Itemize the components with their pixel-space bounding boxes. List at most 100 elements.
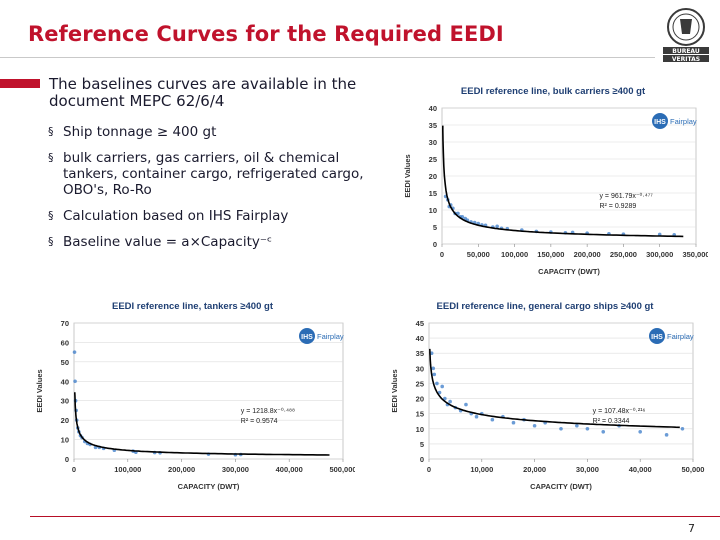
bullet-text: Calculation based on IHS Fairplay <box>63 208 289 224</box>
y-tick-label: 20 <box>61 416 69 425</box>
y-tick-label: 35 <box>416 349 424 358</box>
x-tick-label: 200,000 <box>168 465 195 474</box>
fairplay-logo-ihs: IHS <box>654 119 666 126</box>
fairplay-logo-text: Fairplay <box>317 332 344 341</box>
data-point <box>448 399 452 404</box>
y-tick-label: 5 <box>420 440 424 449</box>
fairplay-logo-text: Fairplay <box>667 332 694 341</box>
x-tick-label: 300,000 <box>222 465 249 474</box>
x-axis-label: CAPACITY (DWT) <box>178 482 240 491</box>
chart-title: EEDI reference line, tankers ≥400 gt <box>112 301 274 312</box>
y-tick-label: 50 <box>61 358 69 367</box>
y-tick-label: 10 <box>416 425 424 434</box>
bullet-marker: § <box>48 125 54 138</box>
y-tick-label: 30 <box>416 364 424 373</box>
x-tick-label: 0 <box>440 250 444 259</box>
bulk-carriers-chart: EEDI reference line, bulk carriers ≥400 … <box>398 80 708 280</box>
x-tick-label: 300,000 <box>646 250 673 259</box>
x-tick-label: 100,000 <box>114 465 141 474</box>
slide-title: Reference Curves for the Required EEDI <box>28 22 504 46</box>
intro-text: The baselines curves are available in th… <box>49 75 357 110</box>
fairplay-logo-mark <box>652 113 668 129</box>
bullet-item: § Ship tonnage ≥ 400 gt <box>47 124 382 140</box>
x-tick-label: 20,000 <box>523 465 546 474</box>
x-tick-label: 50,000 <box>682 465 705 474</box>
y-tick-label: 20 <box>429 172 437 181</box>
data-point <box>638 430 642 434</box>
data-point <box>437 390 442 395</box>
y-tick-label: 40 <box>61 377 69 386</box>
x-tick-label: 500,000 <box>329 465 355 474</box>
x-tick-label: 200,000 <box>574 250 601 259</box>
data-point <box>72 350 77 354</box>
x-axis-label: CAPACITY (DWT) <box>530 482 592 491</box>
x-tick-label: 40,000 <box>629 465 652 474</box>
y-tick-label: 40 <box>416 334 424 343</box>
y-tick-label: 30 <box>61 397 69 406</box>
data-point <box>443 396 447 401</box>
data-point <box>680 426 685 431</box>
data-point <box>474 414 479 419</box>
y-tick-label: 35 <box>429 121 437 130</box>
x-tick-label: 250,000 <box>610 250 637 259</box>
x-tick-label: 50,000 <box>467 250 490 259</box>
y-tick-label: 0 <box>433 240 437 249</box>
logo-line1: BUREAU <box>672 48 700 55</box>
y-tick-label: 40 <box>429 104 437 113</box>
bullet-text: Baseline value = a×Capacity⁻ᶜ <box>63 234 272 250</box>
trend-curve <box>429 348 680 429</box>
fairplay-logo-mark <box>299 328 315 344</box>
trend-curve <box>74 392 330 456</box>
x-tick-label: 30,000 <box>576 465 599 474</box>
bullet-marker: § <box>48 209 54 222</box>
data-point <box>532 423 537 428</box>
bulk-carriers-chart-svg: EEDI reference line, bulk carriers ≥400 … <box>403 86 708 276</box>
chart-title: EEDI reference line, general cargo ships… <box>437 301 655 312</box>
logo-graphic: BUREAU VERITAS <box>663 8 709 63</box>
y-axis-label: EEDI Values <box>35 369 44 412</box>
fit-r-squared: R² = 0.9574 <box>241 418 278 425</box>
fit-r-squared: R² = 0.3344 <box>593 418 630 425</box>
data-point <box>585 426 590 431</box>
data-point <box>559 426 563 431</box>
data-point <box>575 423 579 428</box>
bullet-item: § bulk carriers, gas carriers, oil & chem… <box>47 150 382 198</box>
x-axis-label: CAPACITY (DWT) <box>538 267 600 276</box>
y-axis-label: EEDI Values <box>403 154 412 197</box>
logo-line2: VERITAS <box>672 56 700 63</box>
bullet-text: bulk carriers, gas carriers, oil & chemi… <box>63 150 364 198</box>
y-tick-label: 15 <box>429 189 437 198</box>
data-point <box>460 215 465 219</box>
x-tick-label: 10,000 <box>470 465 493 474</box>
data-point <box>490 417 495 422</box>
data-point <box>73 379 77 384</box>
accent-bar <box>0 79 40 88</box>
bureau-veritas-logo: BUREAU VERITAS <box>660 6 712 64</box>
page-number: 7 <box>688 522 695 535</box>
fairplay-logo-mark <box>649 328 665 344</box>
general-cargo-chart: EEDI reference line, general cargo ships… <box>385 295 705 495</box>
fairplay-logo-ihs: IHS <box>301 334 313 341</box>
y-tick-label: 60 <box>61 338 69 347</box>
data-point <box>431 366 436 371</box>
chart-title: EEDI reference line, bulk carriers ≥400 … <box>461 86 646 97</box>
fit-r-squared: R² = 0.9289 <box>599 203 636 210</box>
data-point <box>464 402 468 407</box>
data-point <box>435 381 439 386</box>
bullet-text: Ship tonnage ≥ 400 gt <box>63 124 217 140</box>
x-tick-label: 400,000 <box>276 465 303 474</box>
y-axis-label: EEDI Values <box>390 369 399 412</box>
x-tick-label: 350,000 <box>682 250 708 259</box>
x-tick-label: 0 <box>427 465 431 474</box>
y-tick-label: 10 <box>429 206 437 215</box>
footer-divider <box>30 516 720 517</box>
bullet-item: § Baseline value = a×Capacity⁻ᶜ <box>47 234 382 250</box>
bullet-marker: § <box>48 235 54 248</box>
data-point <box>495 224 499 229</box>
x-tick-label: 0 <box>72 465 76 474</box>
fairplay-logo-ihs: IHS <box>651 334 663 341</box>
y-tick-label: 25 <box>429 155 437 164</box>
fit-equation: y = 961.79x⁻⁰·⁴⁷⁷ <box>599 192 653 200</box>
data-point <box>664 433 669 437</box>
data-point <box>601 430 606 434</box>
